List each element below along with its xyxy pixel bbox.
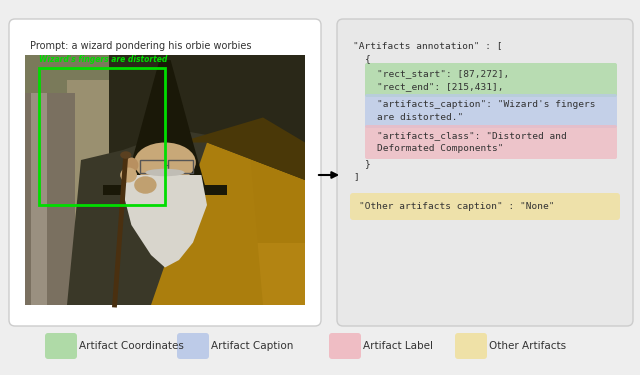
Polygon shape	[151, 142, 305, 305]
FancyBboxPatch shape	[177, 333, 209, 359]
Text: }: }	[365, 159, 371, 168]
FancyBboxPatch shape	[365, 94, 617, 128]
Polygon shape	[67, 130, 263, 305]
FancyBboxPatch shape	[337, 19, 633, 326]
Bar	[25, 93, 76, 305]
Ellipse shape	[120, 151, 131, 159]
Polygon shape	[123, 175, 207, 267]
Ellipse shape	[124, 158, 138, 172]
Text: Wizard's fingers are distorted: Wizard's fingers are distorted	[39, 54, 168, 63]
FancyBboxPatch shape	[9, 19, 321, 326]
Bar	[39, 68, 165, 205]
Text: Deformated Components": Deformated Components"	[377, 144, 504, 153]
FancyBboxPatch shape	[45, 333, 77, 359]
Text: Artifact Caption: Artifact Caption	[211, 341, 293, 351]
Bar	[31, 93, 47, 305]
Text: "Other artifacts caption" : "None": "Other artifacts caption" : "None"	[359, 202, 554, 211]
Text: "artifacts_class": "Distorted and: "artifacts_class": "Distorted and	[377, 131, 567, 140]
Bar	[140, 160, 165, 172]
Ellipse shape	[134, 142, 196, 183]
Bar	[104, 185, 227, 195]
FancyBboxPatch shape	[350, 193, 620, 220]
Text: "artifacts_caption": "Wizard's fingers: "artifacts_caption": "Wizard's fingers	[377, 100, 595, 109]
FancyBboxPatch shape	[365, 63, 617, 97]
Bar	[25, 55, 305, 305]
Text: are distorted.": are distorted."	[377, 113, 463, 122]
Ellipse shape	[120, 168, 137, 183]
Text: {: {	[365, 54, 371, 63]
Polygon shape	[123, 60, 207, 192]
FancyBboxPatch shape	[329, 333, 361, 359]
Text: Artifact Coordinates: Artifact Coordinates	[79, 341, 184, 351]
Text: Other Artifacts: Other Artifacts	[489, 341, 566, 351]
Bar	[168, 160, 193, 172]
Text: Prompt: a wizard pondering his orbie worbies: Prompt: a wizard pondering his orbie wor…	[30, 41, 252, 51]
Bar	[109, 55, 305, 243]
Text: ]: ]	[353, 172, 359, 181]
Ellipse shape	[134, 176, 157, 194]
Bar	[67, 80, 165, 255]
FancyBboxPatch shape	[455, 333, 487, 359]
Text: "Artifacts annotation" : [: "Artifacts annotation" : [	[353, 41, 502, 50]
Ellipse shape	[145, 169, 184, 176]
Polygon shape	[179, 117, 305, 180]
Text: "rect_end": [215,431],: "rect_end": [215,431],	[377, 82, 504, 91]
Text: "rect_start": [87,272],: "rect_start": [87,272],	[377, 69, 509, 78]
Text: Artifact Label: Artifact Label	[363, 341, 433, 351]
Bar	[25, 55, 305, 205]
FancyBboxPatch shape	[365, 125, 617, 159]
